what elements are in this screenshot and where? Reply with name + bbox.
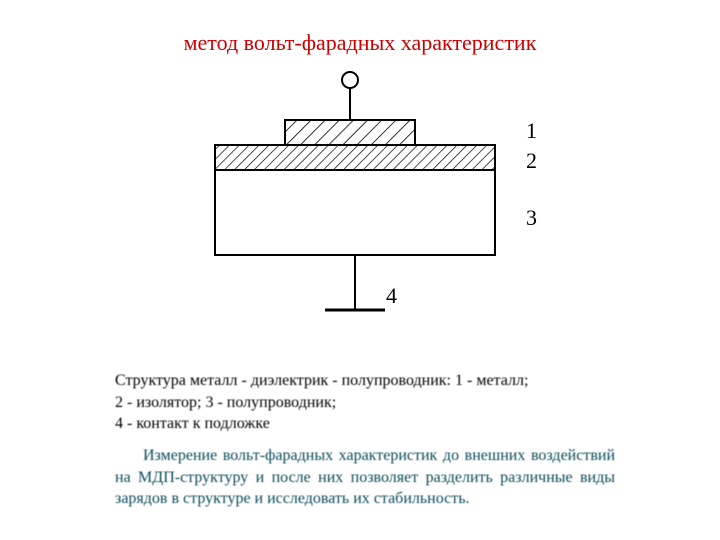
caption-line: 4 - контакт к подложке	[115, 413, 615, 435]
layer-metal	[285, 120, 415, 145]
page: метод вольт-фарадных характеристик	[0, 0, 720, 540]
page-title: метод вольт-фарадных характеристик	[0, 30, 720, 56]
layer-semiconductor	[215, 170, 495, 255]
label-1: 1	[526, 118, 537, 144]
caption-line: 2 - изолятор; 3 - полупроводник;	[115, 392, 615, 414]
mdp-diagram: 1 2 3 4	[205, 70, 535, 350]
body-text-content: Измерение вольт-фарадных характеристик д…	[115, 447, 615, 507]
top-terminal-icon	[342, 72, 358, 88]
label-4: 4	[386, 283, 397, 309]
caption-line: Структура металл - диэлектрик - полупров…	[115, 370, 615, 392]
body-paragraph: Измерение вольт-фарадных характеристик д…	[115, 445, 615, 510]
label-2: 2	[526, 148, 537, 174]
diagram-svg	[205, 70, 535, 330]
figure-caption: Структура металл - диэлектрик - полупров…	[115, 370, 615, 435]
label-3: 3	[526, 205, 537, 231]
layer-insulator	[215, 145, 495, 170]
